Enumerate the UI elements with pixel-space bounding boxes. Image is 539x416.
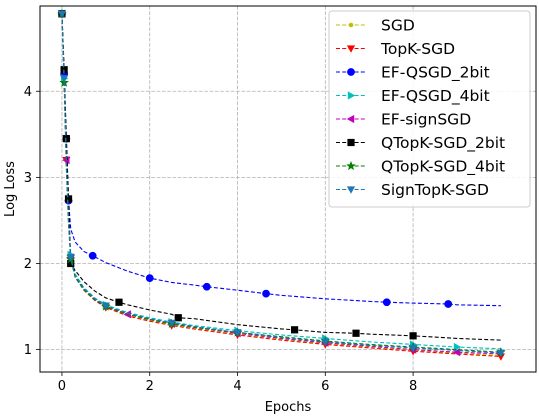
series-line [61,13,501,350]
series-layer [57,8,506,361]
y-tick-label: 3 [24,171,32,186]
data-point [290,326,299,334]
legend-label: EF-signSGD [381,111,471,129]
legend-marker [346,114,355,124]
data-point [174,314,182,322]
axes-frame [39,5,537,373]
y-tick-label: 2 [24,257,32,272]
y-tick-label: 4 [24,85,32,100]
data-point [145,274,154,283]
legend-item: EF-QSGD_2bit [336,64,490,83]
data-point [64,195,73,203]
legend-label: TopK-SGD [380,40,455,58]
legend-marker [346,186,356,194]
data-point [352,329,360,337]
data-point [409,332,417,340]
legend-item: TopK-SGD [336,40,455,58]
y-axis-label: Log Loss [3,161,18,217]
x-tick-label: 8 [409,379,417,394]
data-point [167,319,176,328]
data-point [202,282,211,291]
legend-marker [347,91,356,100]
data-point [262,289,270,298]
legend-label: EF-QSGD_4bit [381,87,490,106]
data-point [408,344,418,353]
x-tick-label: 0 [58,379,66,394]
data-point [321,338,330,347]
legend-label: SGD [381,17,415,35]
legend-label: EF-QSGD_2bit [381,64,490,83]
data-point [444,300,453,308]
legend-marker [346,45,356,53]
data-point [496,349,505,358]
data-point [88,251,97,260]
legend-item: QTopK-SGD_4bit [336,158,505,177]
legend-marker [347,138,355,147]
data-point [66,254,75,262]
x-tick-label: 6 [321,379,329,394]
legend-item: QTopK-SGD_2bit [336,134,505,153]
data-point [101,302,110,310]
legend: SGD TopK-SGD EF-QSGD_2bit EF-QSGD_4bit EF-si… [328,10,531,208]
legend-item: SignTopK-SGD [336,181,489,199]
legend-label: QTopK-SGD_4bit [381,158,505,177]
legend-marker [347,68,355,76]
y-tick-label: 1 [24,343,32,358]
data-point [62,135,70,143]
axis-ticks: 0 2 4 6 8 1 2 3 4 [24,85,418,394]
data-point [382,298,391,307]
legend-item: EF-signSGD [336,111,471,129]
series-SignTopK-SGD [57,10,505,358]
x-tick-label: 4 [233,379,241,394]
x-tick-label: 2 [146,379,154,394]
data-point [233,329,242,337]
legend-item: SGD [336,17,415,35]
data-point [60,75,69,83]
data-point [57,10,67,18]
legend-box [328,10,531,208]
legend-label: SignTopK-SGD [381,181,489,199]
data-point [453,342,462,352]
legend-item: EF-QSGD_4bit [336,87,490,106]
series-line [61,13,501,354]
series-line [61,13,501,353]
legend-marker [346,160,356,171]
legend-marker [348,22,354,28]
x-axis-label: Epochs [265,400,312,415]
legend-label: QTopK-SGD_2bit [381,134,505,153]
data-point [115,298,123,306]
